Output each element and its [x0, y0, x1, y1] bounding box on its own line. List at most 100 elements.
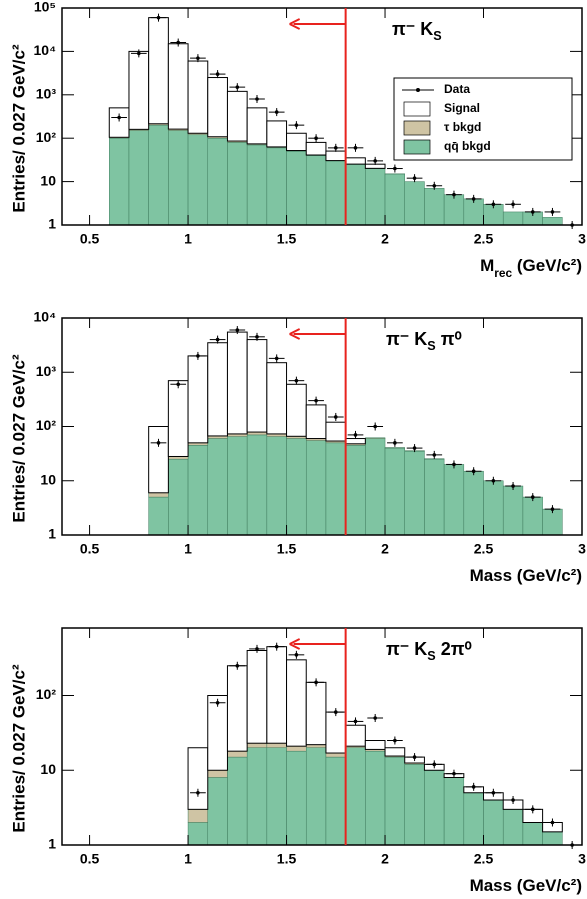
data-point-dot	[196, 790, 200, 795]
data-point	[524, 493, 541, 502]
data-point	[111, 113, 127, 122]
data-point	[446, 769, 462, 778]
panel-title: π⁻ KS 2π⁰	[386, 639, 472, 664]
data-point-dot	[550, 820, 555, 825]
panel-title-part: 2π⁰	[436, 639, 472, 659]
data-point	[288, 376, 305, 385]
data-point-dot	[156, 441, 161, 445]
histogram-bar	[187, 445, 209, 536]
histogram-bar	[246, 650, 268, 744]
data-point	[367, 422, 384, 431]
histogram-bar	[305, 681, 327, 746]
plot-frame	[61, 627, 583, 846]
data-point-dot	[452, 771, 456, 776]
data-point-dot	[215, 72, 220, 76]
histogram-bar	[226, 90, 248, 142]
x-axis-label-part: Mass (GeV/c²)	[470, 876, 582, 895]
data-point-dot	[196, 354, 200, 358]
panel-title-part: π⁰	[436, 329, 462, 349]
data-point-dot	[333, 710, 338, 714]
data-point	[544, 505, 561, 514]
histogram-bar	[502, 211, 524, 226]
panel-title-part: π⁻ K	[386, 329, 427, 349]
data-point	[544, 818, 561, 827]
data-point	[209, 698, 226, 707]
histogram-bar	[325, 160, 346, 226]
histogram-bar	[266, 147, 287, 226]
x-axis-label-part: rec	[494, 266, 512, 280]
data-point-dot	[333, 415, 338, 419]
x-tick-label: 0.5	[80, 851, 100, 867]
data-point-dot	[353, 146, 358, 150]
data-point	[485, 476, 502, 485]
x-tick-label: 1.5	[277, 851, 297, 867]
y-tick-label: 1	[48, 526, 56, 542]
data-point	[170, 380, 187, 389]
histogram-bar	[187, 747, 209, 810]
data-point-dot	[235, 328, 240, 332]
histogram-bar	[305, 141, 327, 156]
data-point	[327, 143, 344, 152]
data-point	[465, 194, 482, 203]
x-tick-label: 2	[381, 541, 389, 557]
histogram-bar	[365, 438, 386, 536]
panel-title: π⁻ KS	[392, 19, 442, 44]
y-tick-label: 10	[40, 172, 56, 188]
data-point-dot	[137, 51, 141, 56]
data-point-dot	[215, 337, 220, 342]
data-point-dot	[471, 469, 476, 473]
data-point	[190, 351, 206, 360]
legend-label: Signal	[444, 101, 480, 115]
histogram-bar	[325, 711, 347, 754]
data-point	[150, 438, 167, 447]
data-point	[249, 95, 265, 104]
histogram-bar	[207, 137, 228, 226]
histogram-bar	[286, 745, 307, 752]
histogram-bar	[286, 659, 307, 747]
data-point	[426, 450, 443, 459]
x-tick-label: 2.5	[474, 541, 494, 557]
panel-title: π⁻ KS π⁰	[386, 329, 462, 354]
data-point-dot	[452, 462, 456, 467]
data-point-dot	[432, 453, 437, 457]
histogram-bar	[325, 756, 346, 846]
histogram-bar	[227, 436, 248, 536]
histogram-bar	[168, 458, 189, 536]
data-point	[524, 207, 541, 216]
data-point	[524, 805, 541, 814]
panel-title-part: S	[427, 649, 435, 663]
data-point	[406, 444, 423, 453]
data-point	[347, 143, 364, 152]
histogram-bar	[148, 492, 169, 498]
data-point-dot	[274, 356, 279, 361]
histogram-bar	[404, 764, 425, 846]
y-tick-label: 10³	[36, 86, 57, 102]
histogram-bar	[187, 134, 209, 226]
x-axis-label: Mass (GeV/c²)	[470, 566, 582, 585]
histogram-bar	[542, 831, 563, 846]
data-point	[190, 788, 206, 797]
histogram-bar	[246, 144, 268, 226]
data-point-dot	[530, 495, 535, 499]
cut-arrow-head	[289, 18, 301, 30]
histogram-bar	[325, 150, 347, 162]
histogram-bar	[266, 120, 288, 148]
x-tick-label: 0.5	[80, 541, 100, 557]
histogram-bar	[345, 445, 366, 536]
data-point-dot	[471, 197, 476, 201]
y-tick-label: 10²	[36, 129, 57, 145]
data-point	[249, 644, 265, 653]
data-point	[229, 83, 246, 92]
y-axis-label: Entries/ 0.027 GeV/c²	[9, 44, 28, 213]
data-point	[288, 121, 305, 130]
x-tick-label: 1.5	[277, 231, 297, 247]
legend-key	[403, 120, 431, 136]
data-point	[249, 332, 265, 341]
histogram-bar	[345, 438, 366, 445]
data-point	[505, 200, 521, 209]
data-point	[288, 650, 305, 659]
data-point	[426, 760, 443, 769]
histogram-bar	[207, 438, 228, 536]
legend-label: qq̄ bkgd	[444, 139, 491, 153]
histogram-bar	[227, 756, 248, 846]
